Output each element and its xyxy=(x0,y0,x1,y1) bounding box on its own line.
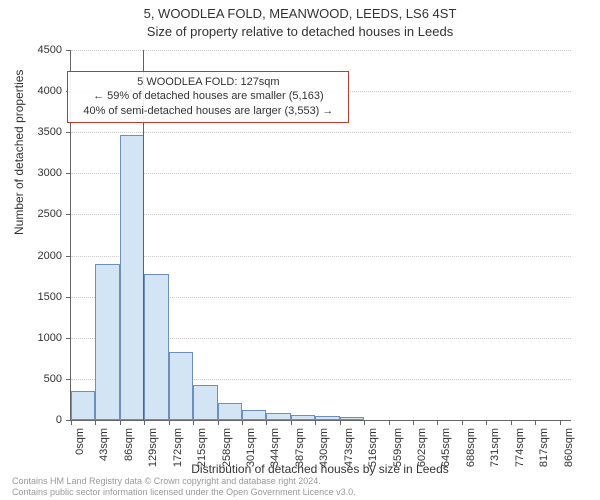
ytick-label: 0 xyxy=(0,414,62,426)
xtick-mark xyxy=(169,420,170,425)
xtick-mark xyxy=(266,420,267,425)
xtick-mark xyxy=(242,420,243,425)
xtick-label: 344sqm xyxy=(269,428,281,467)
histogram-bar xyxy=(144,274,168,420)
footer-line2: Contains public sector information licen… xyxy=(12,487,356,498)
ytick-mark xyxy=(66,50,71,51)
xtick-mark xyxy=(560,420,561,425)
xtick-mark xyxy=(291,420,292,425)
gridline xyxy=(71,50,571,51)
xtick-label: 860sqm xyxy=(563,428,575,467)
xtick-label: 731sqm xyxy=(489,428,501,467)
ytick-label: 1000 xyxy=(0,332,62,344)
xtick-mark xyxy=(364,420,365,425)
xtick-label: 0sqm xyxy=(74,428,86,455)
ytick-label: 1500 xyxy=(0,291,62,303)
ytick-label: 3000 xyxy=(0,167,62,179)
annotation-line: 5 WOODLEA FOLD: 127sqm xyxy=(74,75,342,90)
xtick-mark xyxy=(193,420,194,425)
xtick-mark xyxy=(413,420,414,425)
chart-title-line2: Size of property relative to detached ho… xyxy=(0,24,600,39)
xtick-label: 817sqm xyxy=(538,428,550,467)
histogram-bar xyxy=(169,352,193,420)
gridline xyxy=(71,214,571,215)
ytick-label: 3500 xyxy=(0,126,62,138)
xtick-mark xyxy=(95,420,96,425)
gridline xyxy=(71,256,571,257)
xtick-label: 129sqm xyxy=(147,428,159,467)
histogram-bar xyxy=(218,403,242,420)
ytick-label: 500 xyxy=(0,373,62,385)
histogram-bar xyxy=(291,415,315,420)
xtick-mark xyxy=(486,420,487,425)
annotation-line: ← 59% of detached houses are smaller (5,… xyxy=(74,89,342,104)
plot-area: 5 WOODLEA FOLD: 127sqm← 59% of detached … xyxy=(70,50,571,421)
xtick-label: 473sqm xyxy=(343,428,355,467)
chart-title-line1: 5, WOODLEA FOLD, MEANWOOD, LEEDS, LS6 4S… xyxy=(0,6,600,21)
ytick-label: 2500 xyxy=(0,208,62,220)
xtick-label: 430sqm xyxy=(318,428,330,467)
xtick-label: 602sqm xyxy=(416,428,428,467)
xtick-mark xyxy=(389,420,390,425)
xtick-label: 215sqm xyxy=(196,428,208,467)
ytick-label: 4000 xyxy=(0,85,62,97)
ytick-mark xyxy=(66,297,71,298)
xtick-label: 258sqm xyxy=(221,428,233,467)
ytick-label: 4500 xyxy=(0,44,62,56)
ytick-mark xyxy=(66,338,71,339)
annotation-box: 5 WOODLEA FOLD: 127sqm← 59% of detached … xyxy=(67,71,349,124)
ytick-mark xyxy=(66,256,71,257)
histogram-bar xyxy=(71,391,95,420)
xtick-label: 774sqm xyxy=(514,428,526,467)
gridline xyxy=(71,132,571,133)
histogram-bar xyxy=(315,416,339,420)
histogram-bar xyxy=(266,413,290,420)
histogram-bar xyxy=(340,417,364,420)
histogram-bar xyxy=(242,410,266,420)
footer-line1: Contains HM Land Registry data © Crown c… xyxy=(12,476,356,487)
xtick-label: 645sqm xyxy=(440,428,452,467)
xtick-mark xyxy=(218,420,219,425)
xtick-label: 301sqm xyxy=(245,428,257,467)
xtick-mark xyxy=(462,420,463,425)
xtick-label: 688sqm xyxy=(465,428,477,467)
xtick-label: 172sqm xyxy=(172,428,184,467)
xtick-label: 559sqm xyxy=(392,428,404,467)
ytick-label: 2000 xyxy=(0,250,62,262)
ytick-mark xyxy=(66,379,71,380)
xtick-mark xyxy=(71,420,72,425)
annotation-line: 40% of semi-detached houses are larger (… xyxy=(74,104,342,119)
xtick-mark xyxy=(437,420,438,425)
histogram-bar xyxy=(120,135,144,420)
xtick-mark xyxy=(120,420,121,425)
xtick-mark xyxy=(511,420,512,425)
histogram-bar xyxy=(193,385,217,420)
histogram-bar xyxy=(95,264,119,420)
xtick-mark xyxy=(340,420,341,425)
ytick-mark xyxy=(66,173,71,174)
xtick-label: 387sqm xyxy=(294,428,306,467)
chart-container: 5, WOODLEA FOLD, MEANWOOD, LEEDS, LS6 4S… xyxy=(0,0,600,500)
footer-attribution: Contains HM Land Registry data © Crown c… xyxy=(12,476,356,498)
xtick-mark xyxy=(535,420,536,425)
xtick-mark xyxy=(144,420,145,425)
xtick-label: 516sqm xyxy=(367,428,379,467)
xtick-label: 86sqm xyxy=(123,428,135,461)
gridline xyxy=(71,173,571,174)
xtick-mark xyxy=(315,420,316,425)
ytick-mark xyxy=(66,214,71,215)
ytick-mark xyxy=(66,132,71,133)
xtick-label: 43sqm xyxy=(98,428,110,461)
